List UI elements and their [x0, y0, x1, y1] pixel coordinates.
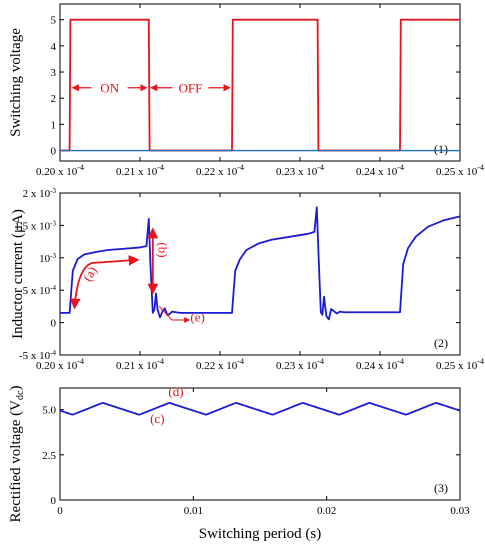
x-axis-label: Switching period (s): [199, 526, 321, 542]
y-tick-label: 0: [51, 318, 57, 330]
plot-frame: [59, 387, 461, 501]
y-tick-exponent: -3: [50, 187, 56, 195]
y-axis-label-subscript: dc: [15, 390, 26, 400]
x-tick-exponent: -4: [317, 357, 324, 366]
series-line-0: [59, 402, 461, 416]
x-tick-exponent: -4: [237, 357, 244, 366]
y-axis-label: Rectified voltage (Vdc): [8, 386, 26, 523]
x-tick-exponent: -4: [77, 357, 84, 366]
x-tick-label: 0.23 x 10-4: [276, 163, 324, 178]
y-tick-label: 10-3: [39, 252, 56, 265]
x-tick-exponent: -4: [317, 163, 324, 172]
x-tick-label: 0.25 x 10-4: [436, 357, 484, 372]
x-tick-label: 0.02: [317, 505, 336, 517]
y-tick-label: 5: [51, 15, 57, 27]
x-tick-label: 0.03: [450, 505, 470, 517]
x-tick-label: 0.21 x 10-4: [116, 163, 164, 178]
annotation-bg: [91, 79, 128, 96]
x-tick-exponent: -4: [397, 357, 404, 366]
series-line-0: [60, 18, 460, 152]
y-axis-label-tail: ): [8, 386, 24, 391]
series-line-0: [60, 206, 461, 321]
y-tick-label: 5.0: [42, 405, 56, 417]
annotation-label-off: OFF: [178, 81, 202, 96]
x-tick-label: 0.23 x 10-4: [276, 357, 324, 372]
annotation-label: (c): [150, 411, 164, 426]
x-tick-exponent: -4: [237, 163, 244, 172]
y-tick-label: 5 x 10-4: [23, 284, 57, 297]
x-tick-label: 0.20 x 10-4: [36, 357, 84, 372]
y-tick-label: 1: [51, 119, 57, 131]
x-tick-exponent: -4: [477, 357, 484, 366]
switching-voltage-panel: 0.20 x 10-4 0.21 x 10-4 0.22 x 10-4 0.23 x …: [8, 3, 484, 178]
y-tick-label: 2 x 10-3: [23, 187, 57, 200]
x-tick-exponent: -4: [157, 163, 164, 172]
annotation-label-on: ON: [100, 81, 119, 96]
y-axis-label: Switching voltage: [8, 28, 24, 137]
y-tick-label: 4: [51, 41, 57, 53]
y-tick-label: 2.5: [42, 450, 56, 462]
rectified-voltage-panel: 0 0.01 0.02 0.03 0 2.5 5.0 Rectified voltage (V…: [8, 384, 470, 542]
x-tick-label: 0.24 x 10-4: [356, 357, 404, 372]
y-tick-label: 0: [51, 146, 57, 158]
x-tick-label: 0.22 x 10-4: [196, 357, 244, 372]
plot-frame: [59, 192, 461, 356]
x-tick-label: 0.01: [184, 505, 203, 517]
plot-frame: [59, 3, 461, 162]
y-tick-label: 1.5 x 10-3: [14, 219, 56, 232]
x-tick-label: 0.21 x 10-4: [116, 357, 164, 372]
y-tick-exponent: -4: [50, 284, 56, 292]
annotation-arrow-e: [158, 306, 191, 324]
y-tick-exponent: -3: [50, 252, 56, 260]
x-tick-exponent: -4: [397, 163, 404, 172]
x-tick-label: 0.24 x 10-4: [356, 163, 404, 178]
inductor-current-panel: 0.20 x 10-4 0.21 x 10-4 0.22 x 10-4 0.23 x …: [10, 187, 484, 372]
annotation-label: (e): [190, 309, 204, 324]
y-tick-exponent: -3: [50, 219, 56, 227]
annotation-label: (b): [155, 242, 170, 257]
annotation-label: (a): [80, 264, 100, 284]
x-tick-label: 0.25 x 10-4: [436, 163, 484, 178]
panel-label: (2): [434, 336, 448, 350]
annotation-bg: [172, 79, 209, 96]
y-tick-label: 2: [51, 93, 57, 105]
y-tick-exponent: -4: [50, 349, 56, 357]
x-tick-exponent: -4: [477, 163, 484, 172]
y-tick-label: -5 x 10-4: [19, 349, 57, 362]
x-tick-label: 0.20 x 10-4: [36, 163, 84, 178]
x-tick-label: 0.22 x 10-4: [196, 163, 244, 178]
annotation-arrow-a: [69, 255, 140, 310]
x-tick-exponent: -4: [157, 357, 164, 366]
y-axis-label: Inductor current (μA): [10, 209, 26, 339]
annotation-label: (d): [168, 384, 183, 399]
y-tick-label: 3: [51, 67, 57, 79]
panel-label: (1): [434, 142, 448, 156]
y-tick-label: 0: [51, 495, 57, 507]
x-tick-label: 0: [57, 505, 63, 517]
panel-label: (3): [434, 481, 448, 495]
x-tick-exponent: -4: [77, 163, 84, 172]
